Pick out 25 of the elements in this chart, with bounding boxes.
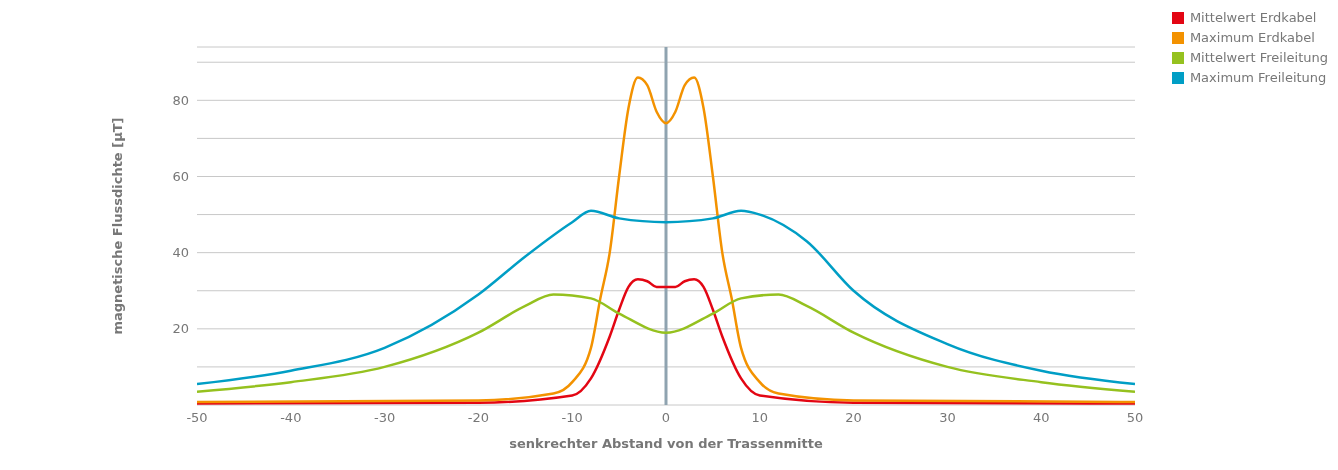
x-tick-label: 40 — [1032, 410, 1050, 426]
legend-label: Maximum Freileitung — [1189, 69, 1327, 87]
y-tick-label: 40 — [172, 245, 189, 261]
x-tick-label: -20 — [467, 410, 490, 426]
y-axis-title: magnetische Flussdichte [µT] — [109, 117, 125, 335]
y-tick-label: 60 — [172, 169, 189, 185]
x-tick-label: 0 — [661, 410, 671, 426]
legend-label: Mittelwert Freileitung — [1189, 49, 1328, 67]
x-tick-label: 20 — [845, 410, 862, 426]
x-tick-label: -30 — [373, 410, 396, 426]
x-tick-label: 50 — [1126, 410, 1144, 426]
legend-label: Mittelwert Erdkabel — [1189, 9, 1317, 27]
x-tick-label: 30 — [939, 410, 956, 426]
x-tick-label: -40 — [280, 410, 302, 426]
x-tick-label: -50 — [186, 410, 208, 426]
line-series — [197, 278, 1135, 405]
y-tick-label: 20 — [172, 321, 189, 337]
legend-label: Maximum Erdkabel — [1189, 29, 1315, 47]
line-series — [197, 293, 1135, 393]
y-tick-label: 80 — [172, 92, 189, 108]
x-tick-label: 10 — [751, 410, 769, 426]
x-axis-title: senkrechter Abstand von der Trassenmitte — [509, 436, 823, 451]
line-series — [197, 209, 1135, 386]
line-series — [197, 76, 1135, 404]
x-tick-label: -10 — [561, 410, 583, 426]
